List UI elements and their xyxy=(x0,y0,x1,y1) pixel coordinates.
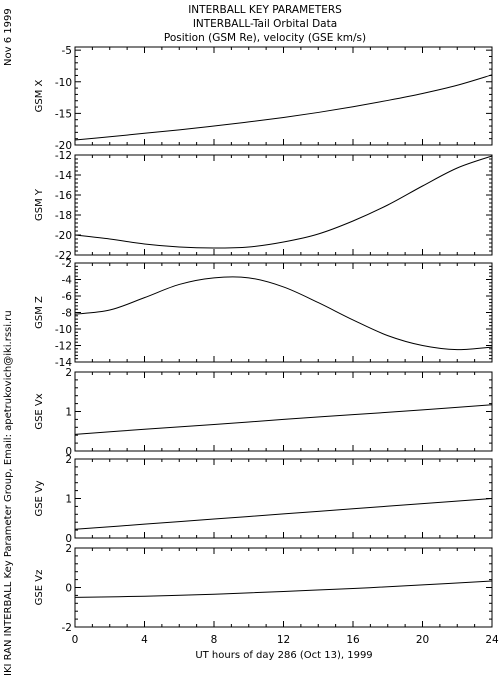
x-tick-label: 12 xyxy=(277,634,290,646)
y-tick-label: 2 xyxy=(65,454,72,466)
y-tick-label: 0 xyxy=(65,446,72,458)
date-stamp: Nov 6 1999 xyxy=(3,8,14,66)
panel-frame xyxy=(74,154,493,256)
y-tick-label: -14 xyxy=(55,170,72,182)
panel-frame xyxy=(74,46,493,146)
y-tick-label: -6 xyxy=(62,291,73,303)
y-tick-label: 1 xyxy=(65,407,72,419)
chart-title-line-2: INTERBALL-Tail Orbital Data xyxy=(193,18,337,30)
series-line xyxy=(74,74,493,141)
chart-title-line-1: INTERBALL KEY PARAMETERS xyxy=(188,4,342,16)
y-tick-label: -18 xyxy=(55,210,72,222)
y-tick-label: -4 xyxy=(62,275,73,287)
panel-3: -14 -12 -10 -8 -6 -4 -2 GSM Z xyxy=(34,258,493,369)
y-axis-label: GSM X xyxy=(34,79,45,112)
y-tick-label: -12 xyxy=(55,341,72,353)
chart-title: INTERBALL KEY PARAMETERS INTERBALL-Tail … xyxy=(164,4,366,44)
y-axis-label: GSM Z xyxy=(34,296,45,329)
x-tick-label: 24 xyxy=(485,634,499,646)
x-axis-label: UT hours of day 286 (Oct 13), 1999 xyxy=(195,650,372,661)
panel-6: -2 0 2 GSE Vz xyxy=(34,543,493,634)
x-tick-label: 0 xyxy=(72,634,79,646)
x-tick-label: 20 xyxy=(416,634,429,646)
y-tick-label: -20 xyxy=(55,230,72,242)
series-line xyxy=(74,498,493,530)
series-line xyxy=(74,155,493,249)
series-line xyxy=(74,580,493,598)
credit-line: IKI RAN INTERBALL Key Parameter Group, E… xyxy=(3,310,14,676)
panel-frame xyxy=(74,547,493,628)
y-tick-label: -20 xyxy=(55,140,72,152)
y-axis-label: GSE Vx xyxy=(34,393,45,429)
x-tick-label: 16 xyxy=(346,634,360,646)
x-tick-label: 8 xyxy=(211,634,218,646)
y-axis-label: GSE Vy xyxy=(34,480,45,516)
panel-4: 0 1 2 GSE Vx xyxy=(34,367,493,458)
y-tick-label: -14 xyxy=(55,357,72,369)
panel-frame xyxy=(74,371,493,452)
panel-2: -22 -20 -18 -16 -14 -12 GSM Y xyxy=(34,150,493,262)
y-tick-label: -5 xyxy=(62,45,72,57)
series-line xyxy=(74,276,493,351)
y-tick-label: -22 xyxy=(55,250,72,262)
x-tick-label: 4 xyxy=(141,634,148,646)
y-tick-label: 2 xyxy=(65,543,72,555)
y-tick-label: -10 xyxy=(55,77,72,89)
panel-5: 0 1 2 GSE Vy xyxy=(34,454,493,545)
y-tick-label: -2 xyxy=(62,258,72,270)
y-tick-label: -12 xyxy=(55,150,72,162)
y-tick-label: 0 xyxy=(65,583,72,595)
y-tick-label: -15 xyxy=(55,108,72,120)
y-axis-label: GSM Y xyxy=(34,188,45,221)
panel-frame xyxy=(74,458,493,539)
y-tick-label: -8 xyxy=(62,308,72,320)
chart-title-line-3: Position (GSM Re), velocity (GSE km/s) xyxy=(164,32,366,44)
panel-1: -20 -15 -10 -5 GSM X xyxy=(34,45,493,152)
y-tick-label: 2 xyxy=(65,367,72,379)
y-axis-label: GSE Vz xyxy=(34,570,45,606)
y-tick-label: 0 xyxy=(65,533,72,545)
y-tick-label: -10 xyxy=(55,324,72,336)
y-tick-label: 1 xyxy=(65,494,72,506)
y-tick-label: -16 xyxy=(55,190,72,202)
x-axis-tick-labels: 0 4 8 12 16 20 24 xyxy=(72,634,499,646)
y-tick-label: -2 xyxy=(62,622,72,634)
series-line xyxy=(74,404,493,435)
